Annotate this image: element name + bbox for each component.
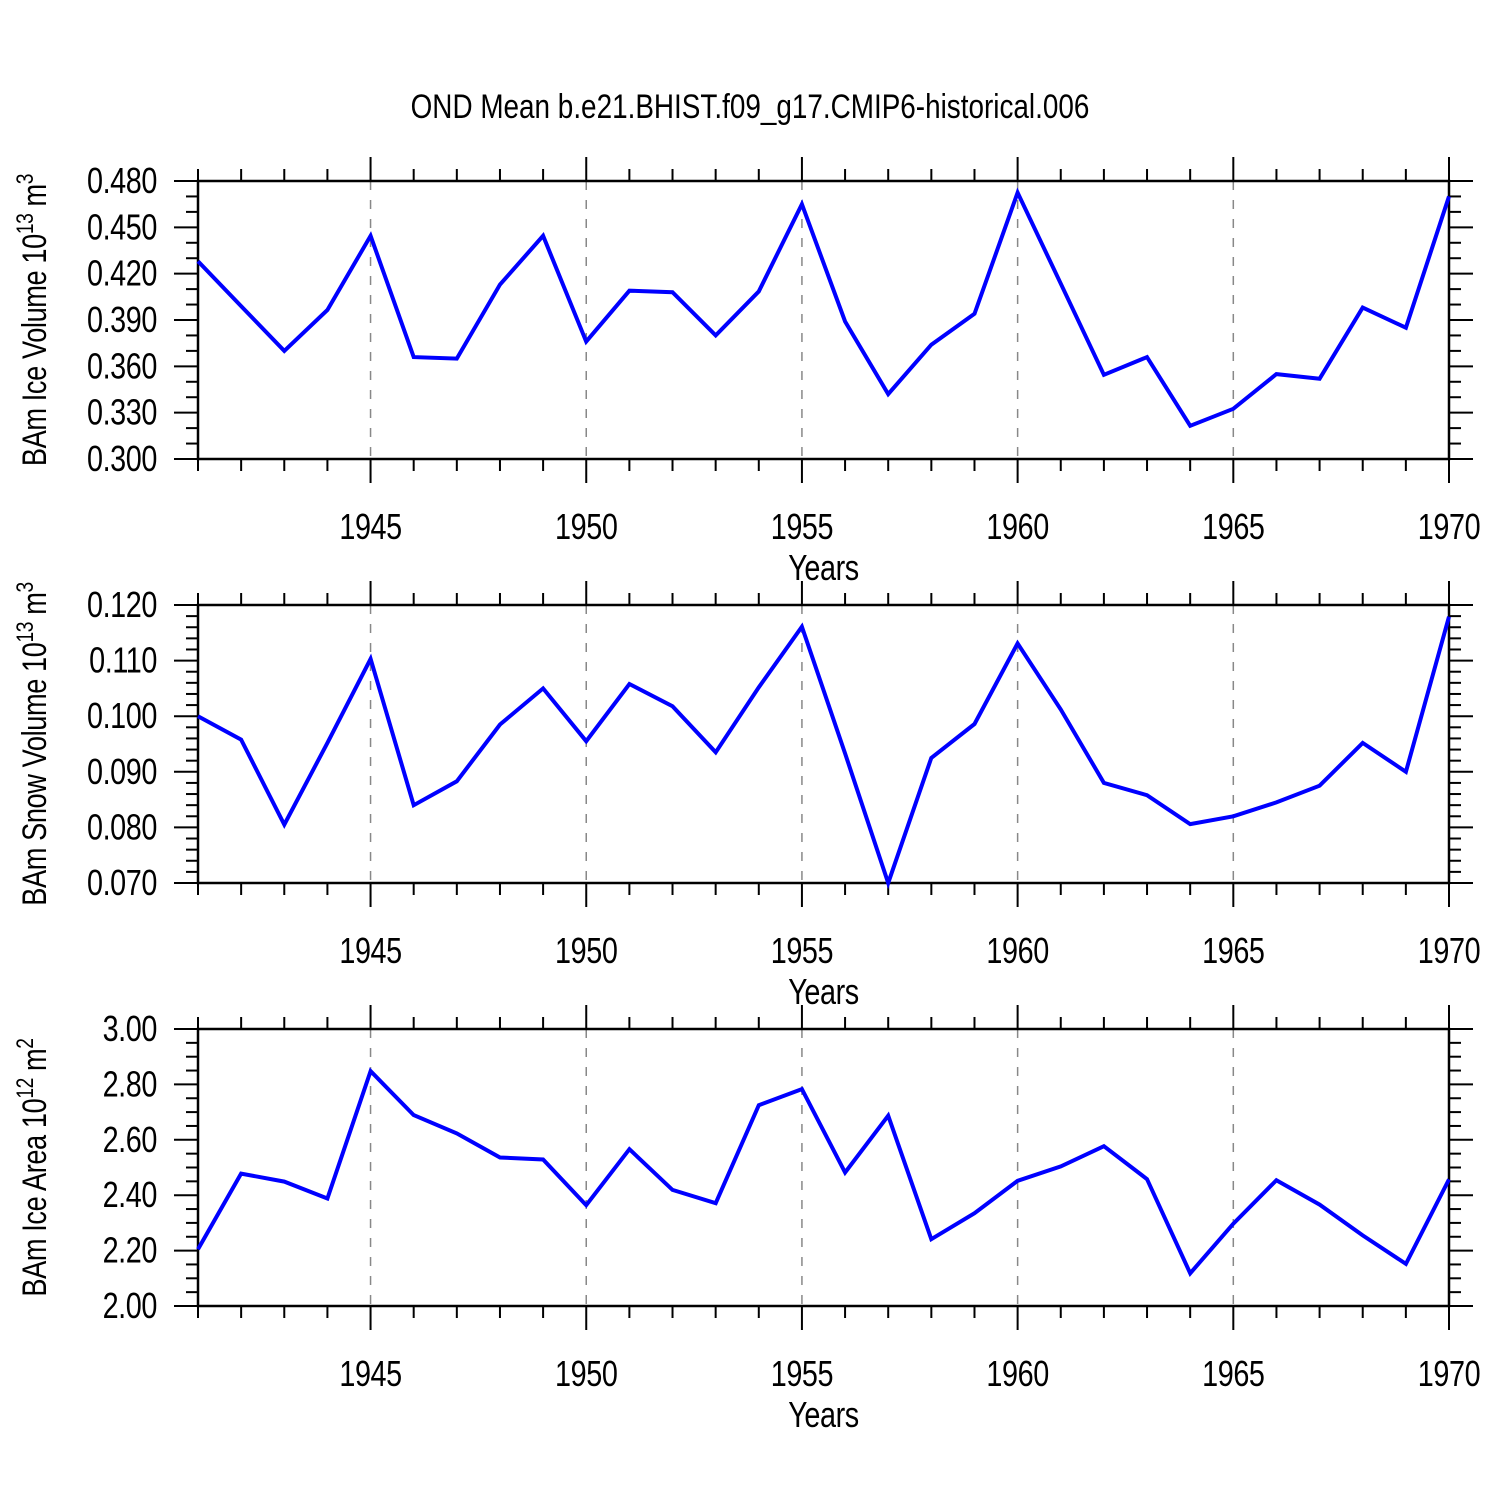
- y-axis-title: BAm Ice Volume 1013 m3: [11, 174, 54, 466]
- y-tick-label: 2.80: [103, 1063, 157, 1104]
- plot-frame: [196, 603, 1451, 885]
- x-tick-label: 1970: [1418, 506, 1480, 547]
- y-tick-label: 0.360: [87, 345, 157, 386]
- x-tick-label: 1960: [986, 1353, 1048, 1394]
- snow-volume-line: [197, 616, 1451, 890]
- x-tick-label: 1965: [1202, 506, 1264, 547]
- x-tick-label: 1960: [986, 506, 1048, 547]
- y-tick-label: 0.390: [87, 299, 157, 340]
- x-tick-label: 1955: [771, 1353, 833, 1394]
- y-tick-label: 0.330: [87, 392, 157, 433]
- x-tick-label: 1945: [339, 1353, 401, 1394]
- plot-title: OND Mean b.e21.BHIST.f09_g17.CMIP6-histo…: [410, 88, 1090, 126]
- x-tick-label: 1970: [1418, 930, 1480, 971]
- y-tick-label: 0.450: [87, 206, 157, 247]
- x-tick-label: 1950: [555, 1353, 617, 1394]
- y-tick-label: 0.480: [87, 160, 157, 201]
- ice-volume-line: [196, 187, 1451, 429]
- y-axis-title-sup: 3: [11, 582, 39, 593]
- y-axis-title-part: m: [15, 184, 54, 213]
- snow-volume-chart: 0.070 0.080 0.090 0.100 0.110 0.120 1945 1950 19…: [11, 581, 1481, 1012]
- y-axis-title-sup: 13: [11, 622, 39, 643]
- y-tick-label: 0.100: [87, 695, 157, 736]
- y-axis-title: BAm Ice Area 1012 m2: [11, 1038, 54, 1296]
- y-axis-title-part: BAm Ice Area 10: [15, 1099, 54, 1297]
- plot-frame: [196, 1027, 1451, 1308]
- x-tick-label: 1945: [339, 506, 401, 547]
- x-tick-label: 1965: [1202, 1353, 1264, 1394]
- x-tick-label: 1950: [555, 930, 617, 971]
- y-tick-label: 0.090: [87, 751, 157, 792]
- y-axis-title-part: BAm Snow Volume 10: [15, 642, 54, 905]
- y-tick-label: 0.070: [87, 862, 157, 903]
- y-tick-label: 2.40: [103, 1174, 157, 1215]
- x-axis-title: Years: [788, 971, 859, 1012]
- ice-area-chart: 2.00 2.20 2.40 2.60 2.80 3.00 1945 1950 1955 1960…: [11, 1005, 1481, 1435]
- y-axis-title: BAm Snow Volume 1013 m3: [11, 582, 54, 906]
- y-tick-label: 2.60: [103, 1119, 157, 1160]
- y-axis-title-part: BAm Ice Volume 10: [15, 234, 54, 466]
- y-tick-label: 0.120: [87, 584, 157, 625]
- y-axis-title-part: m: [15, 593, 54, 622]
- x-tick-label: 1945: [339, 930, 401, 971]
- y-axis-title-sup: 12: [11, 1078, 39, 1099]
- y-axis-title-sup: 13: [11, 213, 39, 234]
- ice-area-line: [196, 1067, 1451, 1277]
- y-axis-title-sup: 3: [11, 174, 39, 185]
- x-tick-label: 1955: [771, 930, 833, 971]
- y-tick-label: 0.420: [87, 253, 157, 294]
- y-tick-label: 0.300: [87, 438, 157, 479]
- x-tick-label: 1970: [1418, 1353, 1480, 1394]
- y-tick-label: 3.00: [103, 1008, 157, 1049]
- y-tick-label: 2.20: [103, 1229, 157, 1270]
- ice-volume-chart: 0.300 0.330 0.360 0.390 0.420 0.450 0.480 1945 1…: [11, 157, 1481, 588]
- y-axis-title-part: m: [15, 1049, 54, 1078]
- x-tick-label: 1950: [555, 506, 617, 547]
- x-tick-label: 1955: [771, 506, 833, 547]
- x-axis-title: Years: [788, 1394, 859, 1435]
- y-tick-label: 0.110: [89, 639, 157, 680]
- y-axis-title-sup: 2: [11, 1038, 39, 1048]
- y-tick-label: 0.080: [87, 806, 157, 847]
- plot-frame: [196, 179, 1451, 461]
- y-tick-label: 2.00: [103, 1285, 157, 1326]
- x-axis-title: Years: [788, 547, 859, 588]
- x-tick-label: 1965: [1202, 930, 1264, 971]
- x-tick-label: 1960: [986, 930, 1048, 971]
